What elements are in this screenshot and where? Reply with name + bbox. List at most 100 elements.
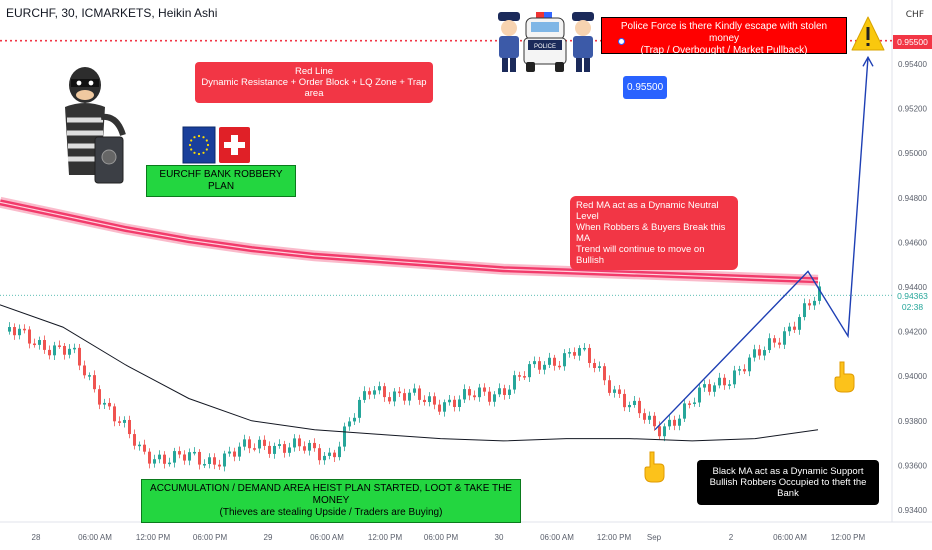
candle-body — [98, 389, 101, 405]
candle-body — [493, 394, 496, 402]
candle-body — [168, 462, 171, 465]
currency-label: CHF — [905, 10, 924, 20]
candle-body — [18, 328, 21, 336]
candle-body — [588, 347, 591, 363]
time-tick-label: 29 — [264, 533, 273, 542]
resistance-price-value: 0.95500 — [897, 37, 928, 47]
candle-body — [503, 388, 506, 395]
price-tick-label: 0.95400 — [898, 60, 927, 69]
projection-line — [654, 57, 869, 431]
candle-body — [48, 349, 51, 356]
accumulation-note-line: ACCUMULATION / DEMAND AREA HEIST PLAN ST… — [150, 483, 512, 506]
candle-body — [653, 415, 656, 427]
candle-body — [398, 391, 401, 394]
candle-body — [328, 452, 331, 456]
red-line-note-title: Red Line — [294, 66, 334, 77]
candle-body — [293, 438, 296, 448]
time-tick-label: 06:00 AM — [540, 533, 574, 542]
candle-body — [53, 345, 56, 356]
candle-body — [803, 303, 806, 318]
candle-body — [463, 389, 466, 400]
candle-body — [28, 329, 31, 344]
candle-body — [203, 463, 206, 466]
candle-body — [573, 352, 576, 356]
candle-body — [743, 369, 746, 372]
candle-body — [243, 439, 246, 447]
candle-body — [618, 389, 621, 394]
bar-countdown: 02:38 — [901, 302, 924, 312]
projection-arrowhead — [862, 55, 874, 67]
candle-body — [523, 376, 526, 378]
candle-body — [558, 365, 561, 368]
red-ma-note-line: Red MA act as a Dynamic Neutral Level — [576, 200, 719, 222]
candles-layer — [8, 281, 821, 472]
candle-body — [478, 387, 481, 398]
black-ma-note[interactable]: Black MA act as a Dynamic Support Bullis… — [697, 460, 879, 505]
candle-body — [788, 326, 791, 332]
candle-body — [548, 357, 551, 365]
candle-body — [698, 387, 701, 403]
candle-body — [83, 365, 86, 376]
candle-body — [533, 361, 536, 365]
candle-body — [218, 464, 221, 467]
candle-body — [628, 404, 631, 408]
candle-body — [378, 386, 381, 391]
plan-title-label[interactable]: EURCHF BANK ROBBERY PLAN — [146, 165, 296, 197]
projection-path[interactable] — [654, 55, 874, 431]
candle-body — [268, 445, 271, 454]
candle-body — [108, 402, 111, 407]
candle-body — [73, 347, 76, 350]
candle-body — [433, 396, 436, 405]
candle-body — [458, 399, 461, 408]
candle-body — [568, 352, 571, 354]
candle-body — [138, 444, 141, 447]
candle-body — [228, 451, 231, 454]
candle-body — [578, 348, 581, 356]
candle-body — [68, 348, 71, 355]
police-car-text: POLICE — [534, 44, 556, 50]
candle-body — [623, 393, 626, 408]
red-ma-note[interactable]: Red MA act as a Dynamic Neutral Level Wh… — [570, 196, 738, 270]
time-tick-label: 06:00 AM — [310, 533, 344, 542]
symbol-title[interactable]: EURCHF, 30, ICMARKETS, Heikin Ashi — [6, 6, 218, 20]
candle-body — [403, 393, 406, 401]
candle-body — [313, 442, 316, 449]
swiss-flag-icon — [219, 127, 250, 163]
candle-body — [488, 391, 491, 402]
candle-body — [418, 388, 421, 400]
candle-body — [93, 375, 96, 390]
police-officer-icon — [498, 12, 520, 72]
time-axis[interactable]: 28 06:00 AM 12:00 PM 06:00 PM 29 06:00 AM 12:0… — [32, 533, 866, 542]
police-note[interactable]: Police Force is there Kindly escape with… — [601, 17, 847, 56]
candle-body — [323, 455, 326, 461]
candle-body — [123, 419, 126, 423]
candle-body — [813, 300, 816, 306]
candle-body — [338, 446, 341, 458]
candle-body — [563, 353, 566, 367]
candle-body — [133, 434, 136, 446]
candle-body — [633, 400, 636, 405]
price-tick-label: 0.93400 — [898, 506, 927, 515]
eu-star — [190, 139, 193, 142]
black-ma-line — [0, 304, 819, 442]
moving-averages-layer — [0, 196, 819, 442]
price-tick-label: 0.94000 — [898, 372, 927, 381]
red-line-note[interactable]: Red Line Dynamic Resistance + Order Bloc… — [195, 62, 433, 103]
candle-body — [298, 438, 301, 447]
time-tick-label: 28 — [32, 533, 41, 542]
price-tick-label: 0.93600 — [898, 461, 927, 470]
eu-star — [197, 134, 201, 138]
price-tick-label: 0.94800 — [898, 194, 927, 203]
time-tick-label: 06:00 PM — [424, 533, 459, 542]
accumulation-note[interactable]: ACCUMULATION / DEMAND AREA HEIST PLAN ST… — [141, 479, 521, 523]
police-note-handle[interactable] — [618, 38, 625, 45]
price-axis[interactable]: 0.95400 0.95200 0.95000 0.94800 0.94600 0.944… — [898, 60, 927, 515]
candle-body — [183, 454, 186, 461]
current-price-tag: 0.94363 02:38 — [893, 290, 932, 314]
candle-body — [773, 338, 776, 343]
candle-body — [763, 350, 766, 356]
police-officer-icon — [572, 12, 594, 72]
target-price-label[interactable]: 0.95500 — [623, 76, 667, 99]
candle-body — [363, 391, 366, 400]
